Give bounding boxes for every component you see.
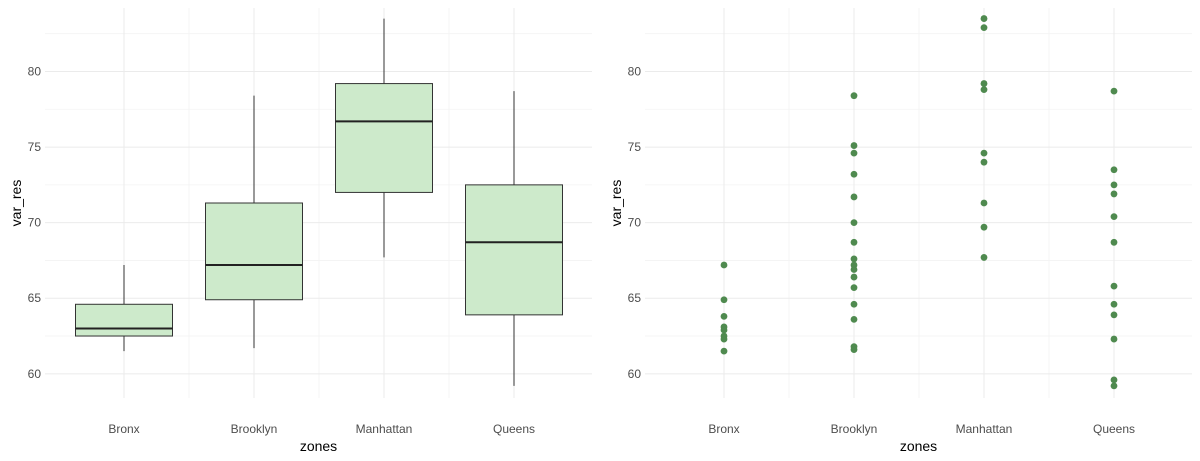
y-axis-title: var_res [608, 180, 624, 227]
data-point [720, 347, 728, 355]
points-brooklyn [850, 92, 858, 354]
x-tick-label: Manhattan [956, 422, 1013, 436]
data-point [850, 142, 858, 149]
data-point [850, 255, 858, 263]
data-point [850, 149, 858, 157]
x-tick-label: Bronx [708, 422, 739, 436]
data-point [1110, 376, 1118, 384]
x-tick-label: Queens [1093, 422, 1135, 436]
data-point [850, 300, 858, 308]
data-point [720, 261, 728, 269]
boxplot-panel: 60 65 70 75 80 Bronx Brooklyn Manhattan Queens zo… [8, 8, 592, 454]
data-point [850, 266, 858, 273]
y-tick-label: 80 [628, 64, 642, 78]
data-point [850, 273, 858, 281]
data-point [1110, 181, 1118, 189]
data-point [720, 335, 728, 343]
data-point [1110, 335, 1118, 343]
data-point [980, 15, 988, 22]
points-queens [1110, 87, 1118, 390]
box-bronx [75, 264, 173, 352]
points-bronx [720, 261, 728, 355]
x-tick-label: Brooklyn [831, 422, 878, 436]
box-iqr [205, 202, 303, 301]
box-brooklyn [205, 95, 303, 349]
scatter-panel: 60 65 70 75 80 Bronx Brooklyn Manhattan Queens zo… [608, 8, 1192, 454]
data-point [850, 193, 858, 201]
data-point [850, 238, 858, 246]
data-point [980, 149, 988, 157]
data-point [980, 24, 988, 32]
x-axis-title: zones [900, 438, 937, 454]
data-point [850, 346, 858, 354]
data-point [1110, 282, 1118, 290]
box-iqr [465, 184, 563, 316]
points-manhattan [980, 15, 988, 261]
grid [645, 8, 1192, 398]
data-point [980, 80, 988, 87]
y-tick-label: 70 [28, 216, 42, 230]
data-point [850, 219, 858, 227]
data-point [850, 315, 858, 323]
data-point [1110, 300, 1118, 308]
x-tick-label: Brooklyn [231, 422, 278, 436]
x-tick-label: Queens [493, 422, 535, 436]
data-point [980, 158, 988, 166]
y-tick-label: 80 [28, 64, 42, 78]
data-point [1110, 87, 1118, 95]
data-point [980, 223, 988, 231]
data-point [850, 284, 858, 292]
x-tick-label: Manhattan [356, 422, 413, 436]
data-point [1110, 190, 1118, 198]
x-axis-title: zones [300, 438, 337, 454]
data-point [1110, 166, 1118, 174]
data-point [850, 92, 858, 100]
y-axis-title: var_res [8, 180, 24, 227]
data-point [1110, 213, 1118, 221]
data-point [1110, 238, 1118, 246]
y-tick-label: 65 [628, 291, 642, 305]
data-point [720, 312, 728, 320]
data-point [1110, 382, 1118, 390]
data-point [980, 254, 988, 261]
box-queens [465, 91, 563, 386]
y-tick-label: 75 [28, 140, 42, 154]
data-point [980, 199, 988, 207]
x-tick-label: Bronx [108, 422, 139, 436]
box-manhattan [335, 18, 433, 258]
data-point [980, 86, 988, 94]
box-iqr [75, 303, 173, 337]
data-point [720, 326, 728, 334]
y-tick-label: 65 [28, 291, 42, 305]
y-tick-label: 70 [628, 216, 642, 230]
y-tick-label: 60 [28, 367, 42, 381]
box-iqr [335, 83, 433, 193]
y-tick-label: 60 [628, 367, 642, 381]
data-point [720, 296, 728, 304]
y-tick-label: 75 [628, 140, 642, 154]
data-point [1110, 311, 1118, 319]
data-point [850, 170, 858, 178]
